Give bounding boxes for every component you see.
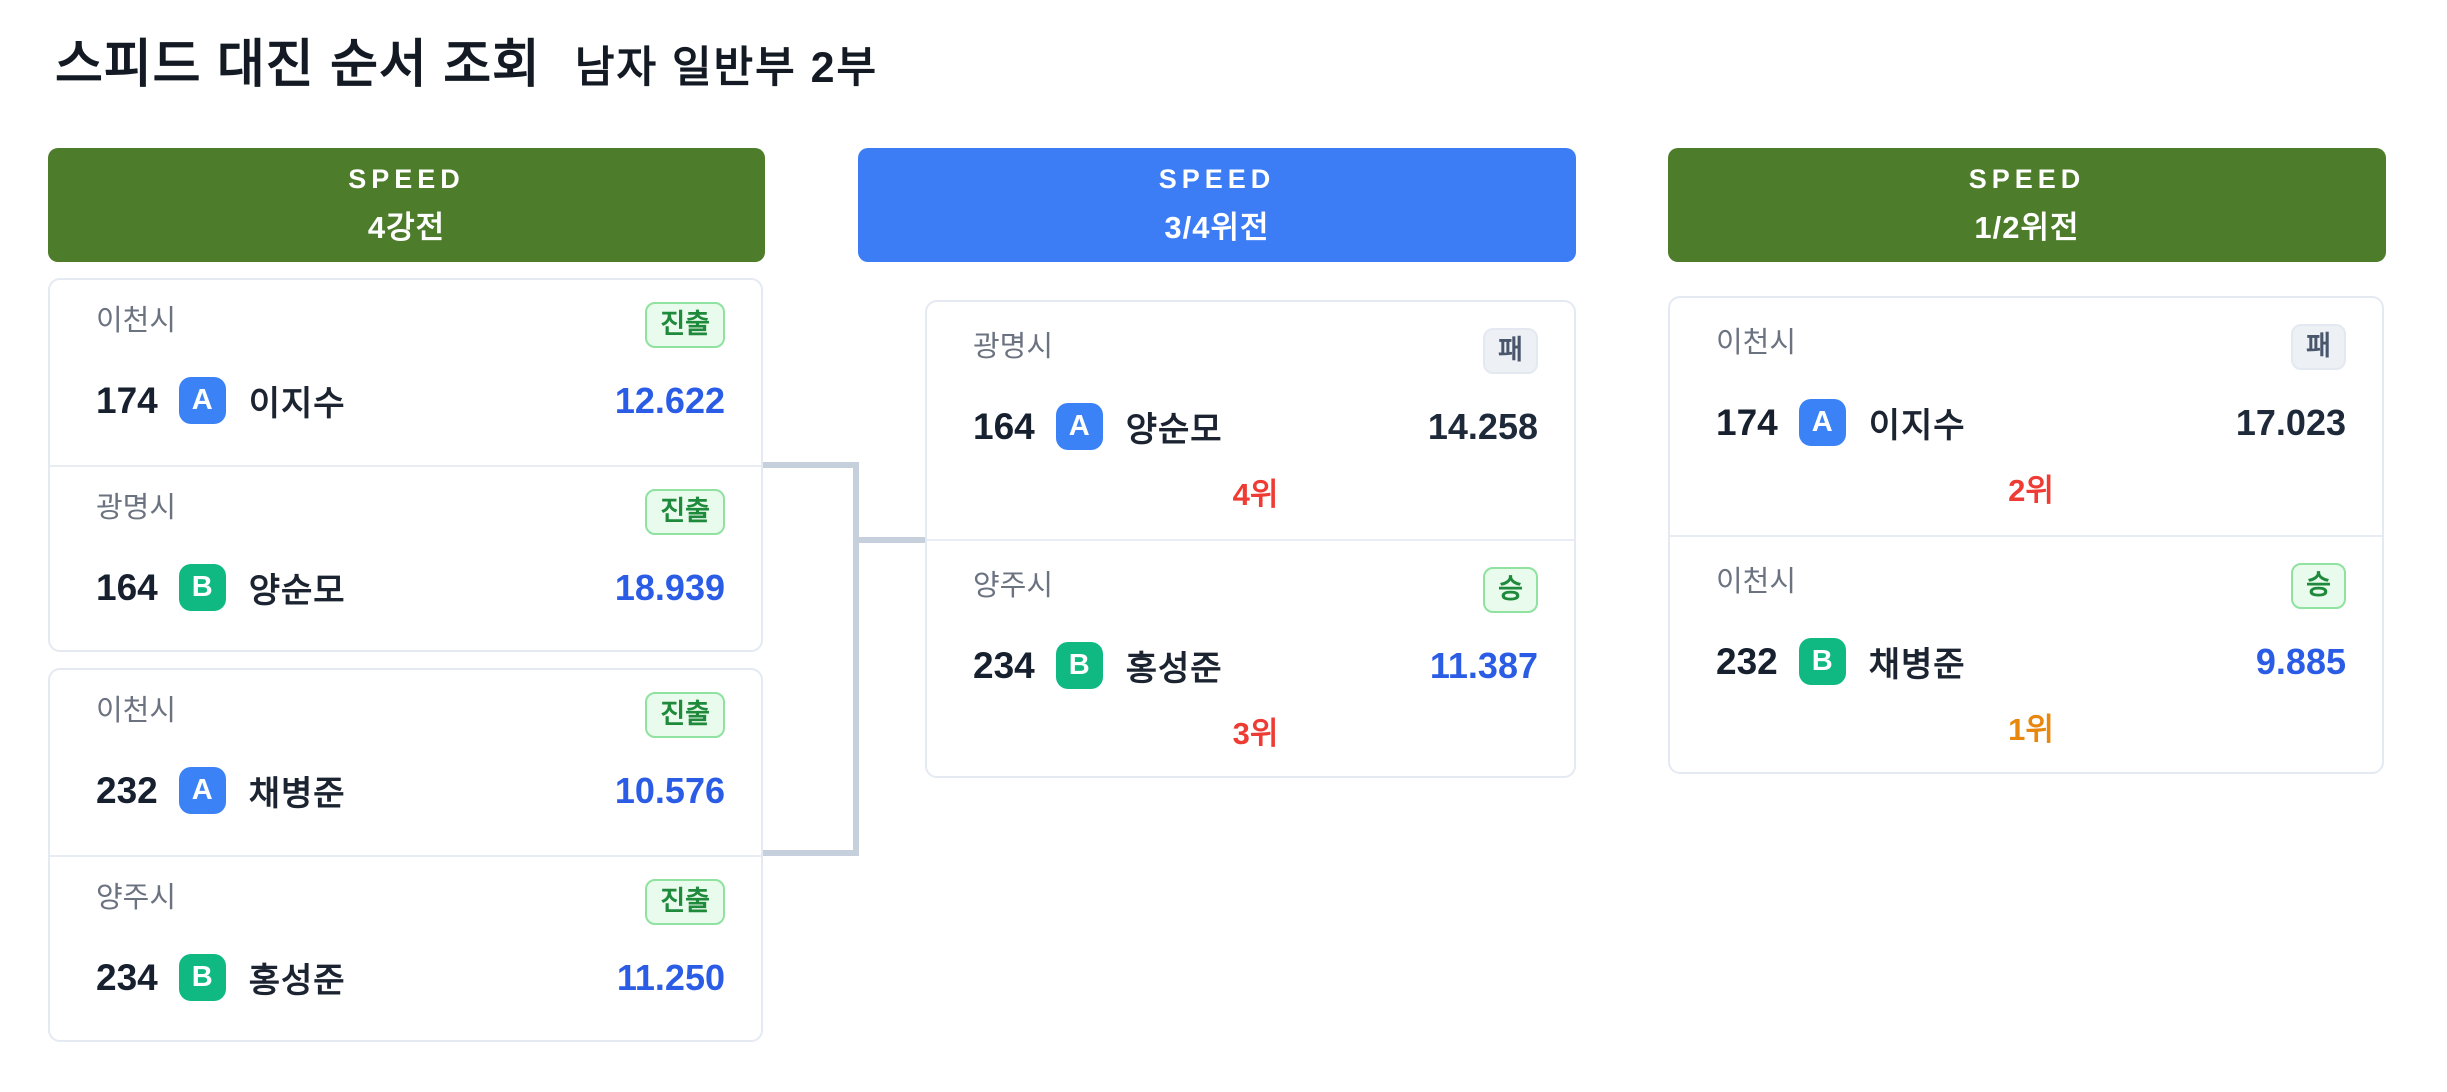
status-badge: 진출 xyxy=(645,692,725,738)
score-value: 11.250 xyxy=(616,956,725,998)
header-line2: 4강전 xyxy=(367,209,446,245)
player-entry: 광명시 패 164 A 양순모 14.258 4위 xyxy=(927,302,1574,539)
page-title: 스피드 대진 순서 조회 xyxy=(55,36,541,94)
city-label: 양주시 xyxy=(96,882,177,914)
status-badge: 패 xyxy=(1483,328,1538,374)
rank-label: 3위 xyxy=(1232,716,1279,751)
player-entry: 이천시 진출 232 A 채병준 10.576 xyxy=(50,670,761,855)
player-name: 양순모 xyxy=(248,572,346,610)
column-header-final: SPEED 1/2위전 xyxy=(1668,148,2386,262)
header-line2: 3/4위전 xyxy=(1164,209,1270,245)
player-number: 164 xyxy=(973,405,1035,447)
header-line1: SPEED xyxy=(1158,163,1276,194)
match-card-semifinal-2: 이천시 진출 232 A 채병준 10.576 양주시 진출 234 B 홍성준… xyxy=(48,668,763,1042)
player-name: 홍성준 xyxy=(248,962,346,1000)
group-badge: A xyxy=(178,377,226,424)
score-value: 17.023 xyxy=(2235,401,2346,443)
group-badge: B xyxy=(1055,642,1103,689)
rank-label: 4위 xyxy=(1232,477,1279,512)
player-name: 채병준 xyxy=(1868,646,1966,684)
player-entry: 이천시 승 232 B 채병준 9.885 1위 xyxy=(1670,535,2382,772)
group-badge: B xyxy=(178,564,226,611)
score-value: 14.258 xyxy=(1427,405,1538,447)
status-badge: 승 xyxy=(2291,563,2346,609)
city-label: 이천시 xyxy=(1716,566,1797,598)
page-header: 스피드 대진 순서 조회 남자 일반부 2부 xyxy=(55,22,878,97)
group-badge: A xyxy=(1055,403,1103,450)
score-value: 12.622 xyxy=(614,379,725,421)
score-value: 9.885 xyxy=(2255,640,2346,682)
player-number: 174 xyxy=(96,379,158,421)
group-badge: B xyxy=(1798,638,1846,685)
group-badge: A xyxy=(178,767,226,814)
score-value: 11.387 xyxy=(1429,644,1538,686)
page-subtitle: 남자 일반부 2부 xyxy=(574,44,879,92)
player-entry: 양주시 진출 234 B 홍성준 11.250 xyxy=(50,855,761,1040)
player-number: 174 xyxy=(1716,401,1778,443)
header-line1: SPEED xyxy=(348,163,465,194)
header-line1: SPEED xyxy=(1968,163,2086,194)
group-badge: B xyxy=(178,954,226,1001)
city-label: 이천시 xyxy=(1716,327,1797,359)
player-name: 양순모 xyxy=(1125,411,1223,449)
score-value: 10.576 xyxy=(614,769,725,811)
player-number: 232 xyxy=(96,769,158,811)
player-entry: 이천시 패 174 A 이지수 17.023 2위 xyxy=(1670,298,2382,535)
player-entry: 양주시 승 234 B 홍성준 11.387 3위 xyxy=(927,539,1574,776)
player-name: 홍성준 xyxy=(1125,650,1223,688)
player-name: 채병준 xyxy=(248,775,346,813)
status-badge: 진출 xyxy=(645,302,725,348)
player-number: 234 xyxy=(973,644,1035,686)
header-line2: 1/2위전 xyxy=(1974,209,2080,245)
column-header-third-place: SPEED 3/4위전 xyxy=(858,148,1576,262)
status-badge: 진출 xyxy=(645,489,725,535)
player-number: 164 xyxy=(96,566,158,608)
player-entry: 이천시 진출 174 A 이지수 12.622 xyxy=(50,280,761,465)
player-number: 232 xyxy=(1716,640,1778,682)
match-card-semifinal-1: 이천시 진출 174 A 이지수 12.622 광명시 진출 164 B 양순모… xyxy=(48,278,763,652)
player-number: 234 xyxy=(96,956,158,998)
score-value: 18.939 xyxy=(614,566,725,608)
city-label: 광명시 xyxy=(96,492,177,524)
player-name: 이지수 xyxy=(1868,407,1966,445)
city-label: 이천시 xyxy=(96,305,177,337)
rank-label: 2위 xyxy=(2008,473,2054,508)
city-label: 광명시 xyxy=(973,331,1054,363)
status-badge: 패 xyxy=(2291,324,2346,370)
city-label: 양주시 xyxy=(973,570,1054,602)
column-header-semifinal: SPEED 4강전 xyxy=(48,148,765,262)
player-entry: 광명시 진출 164 B 양순모 18.939 xyxy=(50,465,761,650)
match-card-final: 이천시 패 174 A 이지수 17.023 2위 이천시 승 232 B 채병… xyxy=(1668,296,2384,774)
city-label: 이천시 xyxy=(96,695,177,727)
player-name: 이지수 xyxy=(248,385,346,423)
match-card-third-place: 광명시 패 164 A 양순모 14.258 4위 양주시 승 234 B 홍성… xyxy=(925,300,1576,778)
rank-label: 1위 xyxy=(2008,712,2054,747)
status-badge: 진출 xyxy=(645,879,725,925)
group-badge: A xyxy=(1798,399,1846,446)
status-badge: 승 xyxy=(1483,567,1538,613)
